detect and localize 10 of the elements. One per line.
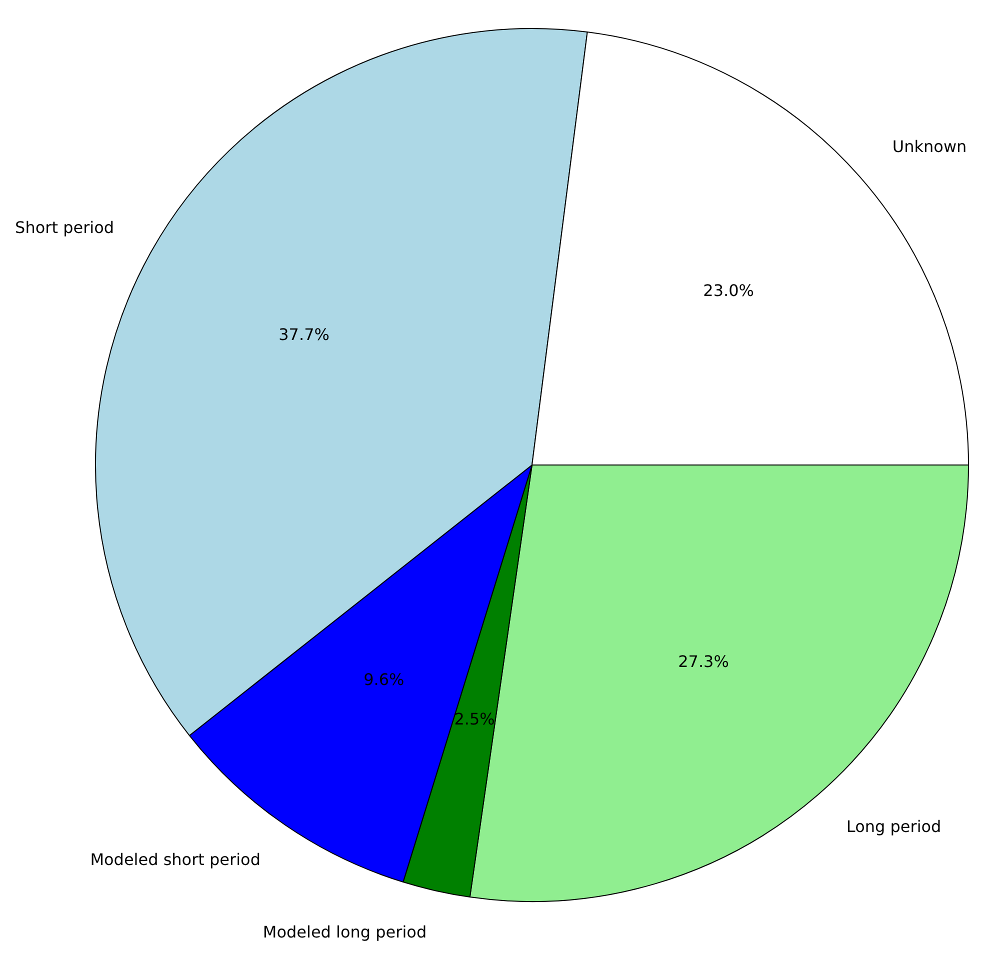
slice-label: Short period (15, 218, 114, 237)
data-label: 37.7% (278, 325, 330, 344)
slice-label: Modeled short period (90, 850, 260, 870)
slice-label: Unknown (892, 136, 967, 156)
slice-label: Modeled long period (262, 922, 427, 942)
data-label: 27.3% (678, 652, 729, 672)
data-label: 2.5% (454, 710, 495, 729)
data-label: 9.6% (364, 670, 404, 690)
data-label: 23.0% (703, 281, 754, 300)
slice-label: Long period (846, 817, 942, 836)
